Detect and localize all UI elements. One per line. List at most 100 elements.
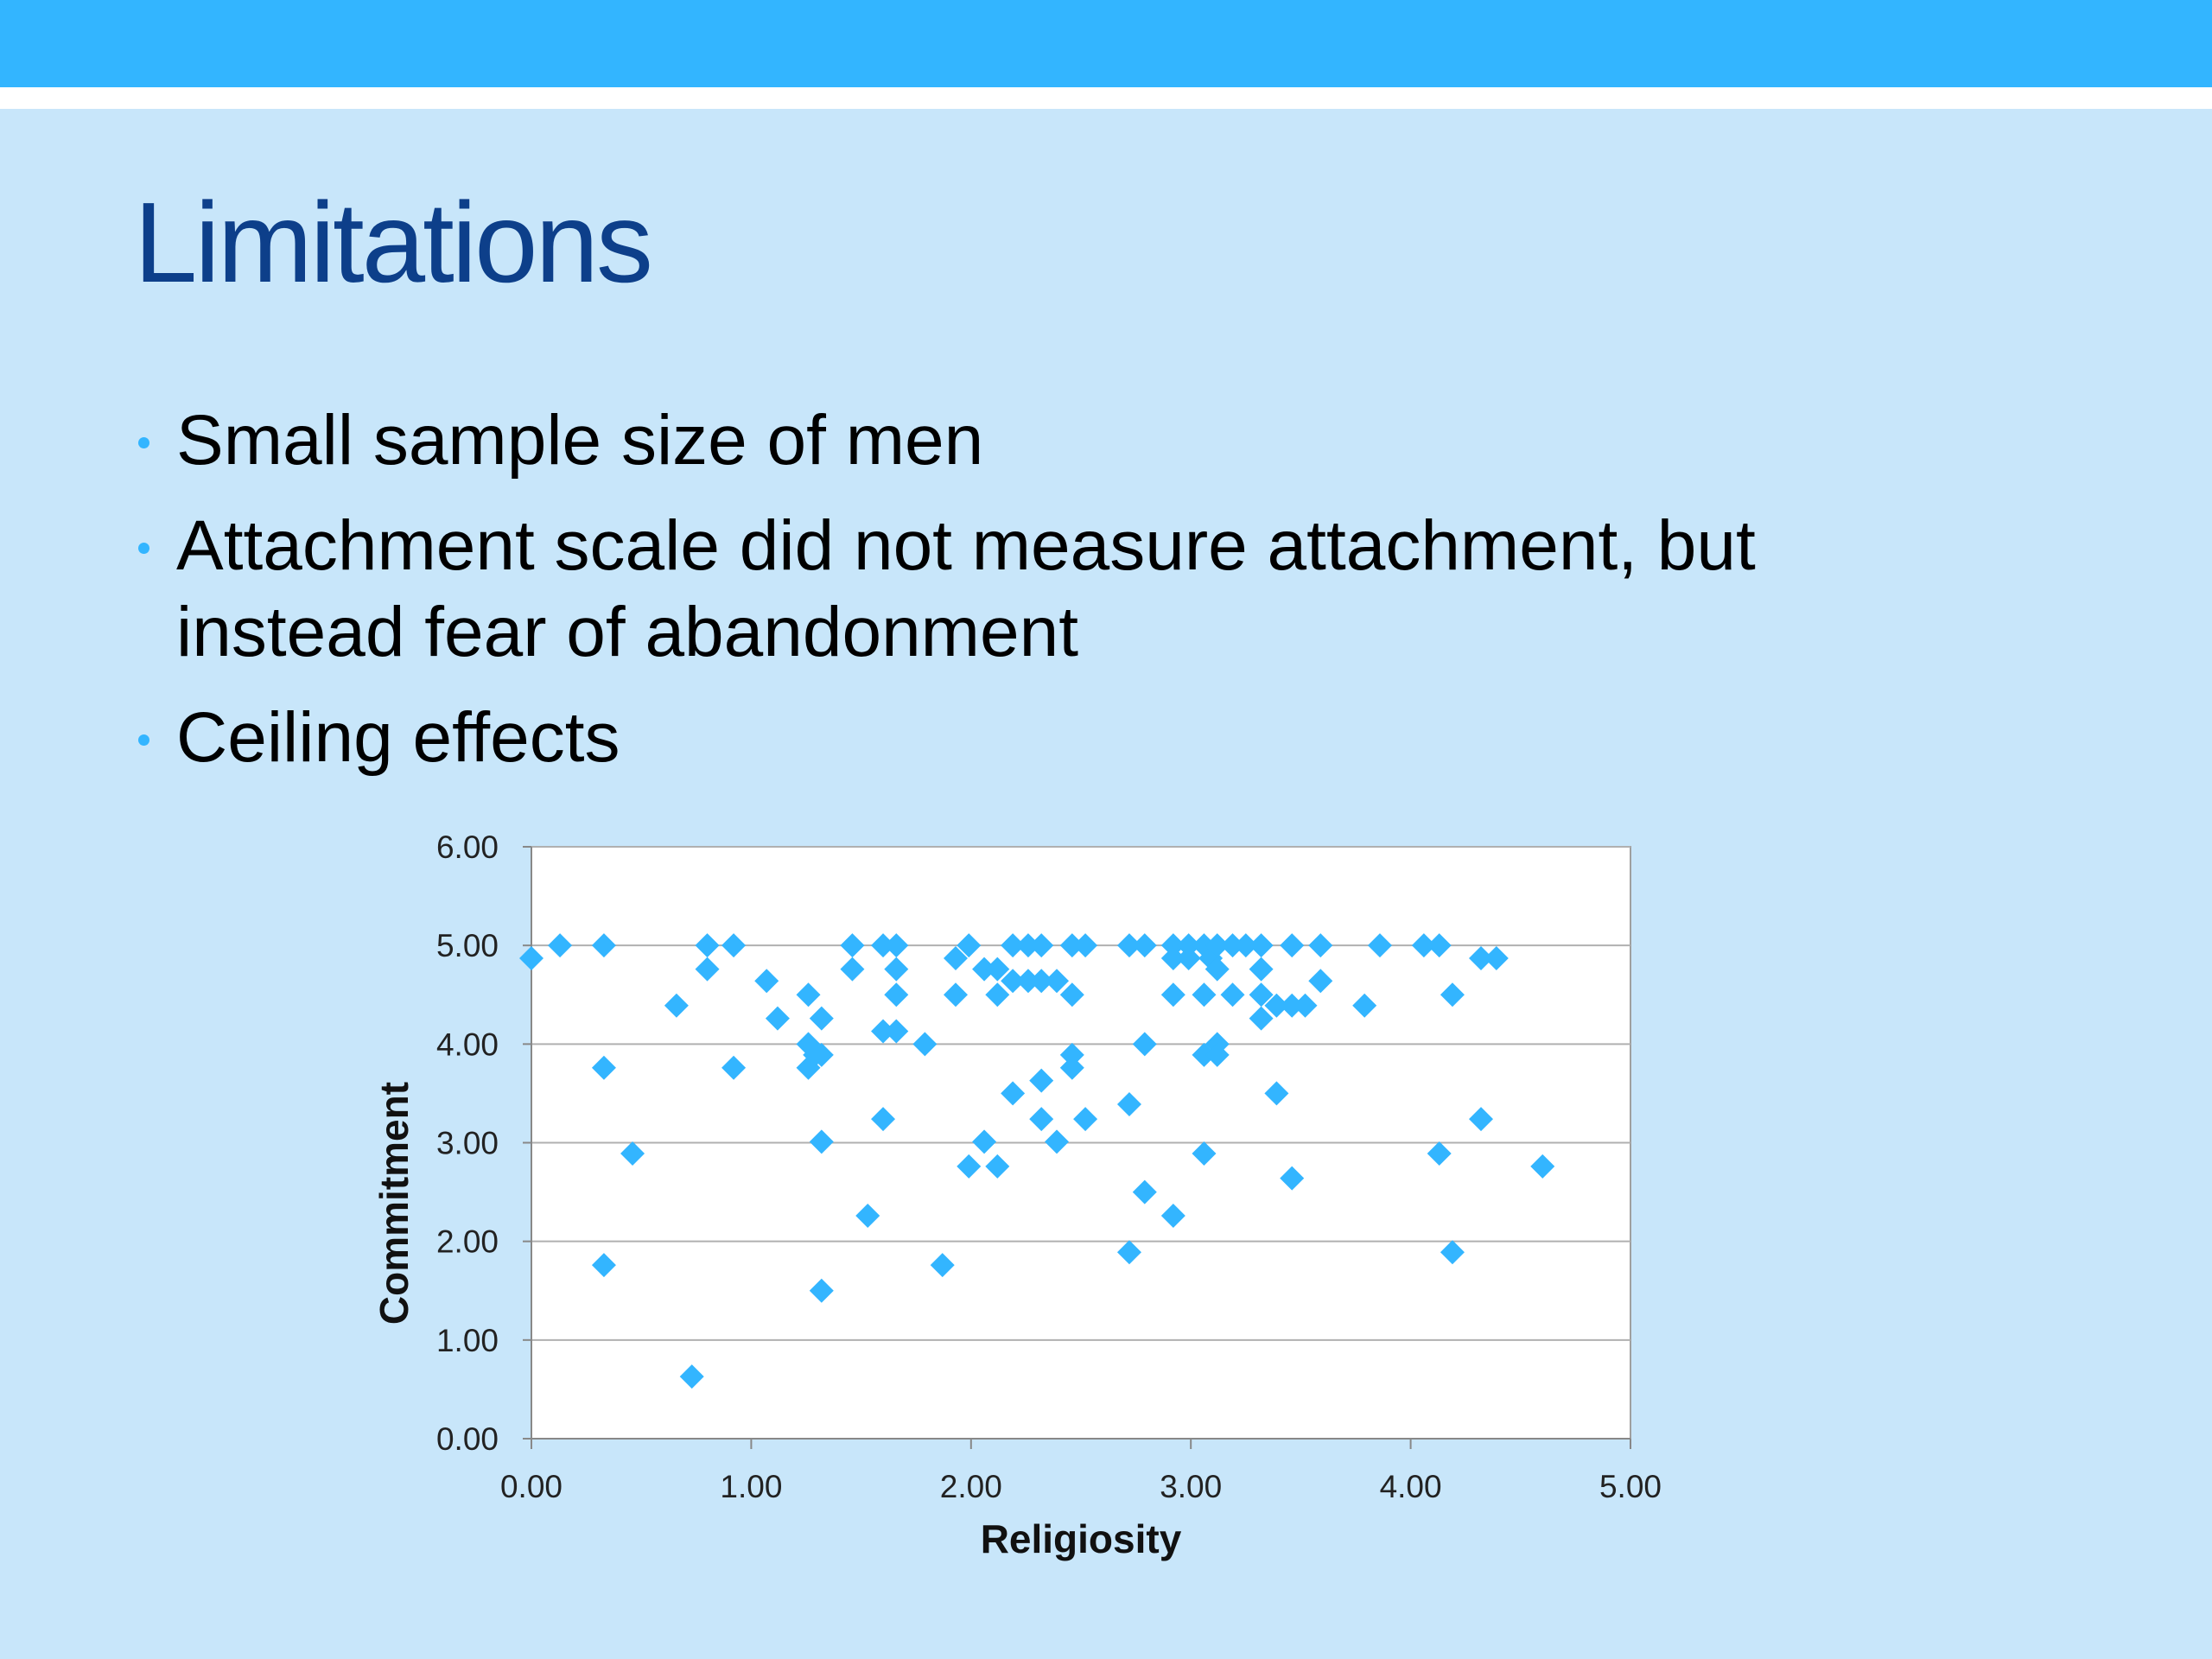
data-point bbox=[1352, 993, 1377, 1018]
data-point bbox=[679, 1364, 704, 1389]
data-point bbox=[809, 1129, 834, 1154]
x-tick-label: 3.00 bbox=[1160, 1469, 1222, 1504]
x-axis-title: Religiosity bbox=[981, 1516, 1182, 1561]
data-point bbox=[721, 1055, 747, 1080]
x-tick-label: 0.00 bbox=[500, 1469, 563, 1504]
data-point bbox=[1205, 933, 1230, 958]
data-point bbox=[1427, 933, 1452, 958]
y-tick-label: 1.00 bbox=[436, 1323, 499, 1358]
y-tick-label: 5.00 bbox=[436, 928, 499, 963]
data-point bbox=[1160, 1203, 1185, 1228]
data-point bbox=[1059, 933, 1084, 958]
data-point bbox=[1280, 1166, 1305, 1191]
data-point bbox=[809, 1006, 834, 1031]
data-point bbox=[1440, 1240, 1465, 1265]
data-point bbox=[972, 1129, 997, 1154]
data-point bbox=[1132, 1179, 1157, 1205]
data-point bbox=[1530, 1154, 1555, 1179]
data-point bbox=[1249, 957, 1274, 982]
data-point bbox=[1001, 969, 1026, 994]
data-point bbox=[884, 982, 909, 1007]
data-point bbox=[1280, 933, 1305, 958]
data-point bbox=[1308, 933, 1333, 958]
data-point bbox=[985, 982, 1010, 1007]
data-point bbox=[1116, 1091, 1141, 1116]
x-tick-label: 1.00 bbox=[720, 1469, 782, 1504]
data-point bbox=[855, 1203, 880, 1228]
data-point bbox=[871, 1019, 896, 1044]
data-point bbox=[695, 933, 720, 958]
data-point bbox=[840, 957, 865, 982]
data-point bbox=[1264, 993, 1289, 1018]
y-tick-label: 0.00 bbox=[436, 1421, 499, 1457]
data-point bbox=[591, 1253, 616, 1278]
bullet: Small sample size of men bbox=[138, 397, 1896, 484]
data-point bbox=[1205, 1042, 1230, 1067]
data-point bbox=[1029, 1068, 1054, 1093]
data-point bbox=[1220, 982, 1245, 1007]
data-point bbox=[1073, 1107, 1098, 1132]
data-point bbox=[943, 982, 968, 1007]
data-point bbox=[1192, 982, 1217, 1007]
data-point bbox=[840, 933, 865, 958]
data-point bbox=[985, 1154, 1010, 1179]
y-tick-label: 4.00 bbox=[436, 1027, 499, 1062]
data-point bbox=[1059, 982, 1084, 1007]
data-point bbox=[1308, 969, 1333, 994]
y-axis-title: Commitment bbox=[372, 1082, 416, 1325]
header-strip bbox=[0, 87, 2212, 109]
bullet-list: Small sample size of men Attachment scal… bbox=[138, 397, 1896, 800]
data-point bbox=[972, 957, 997, 982]
data-point bbox=[884, 957, 909, 982]
bullet: Attachment scale did not measure attachm… bbox=[138, 503, 1896, 676]
data-point bbox=[1029, 969, 1054, 994]
data-point bbox=[1427, 1141, 1452, 1166]
data-point bbox=[871, 933, 896, 958]
data-point bbox=[1132, 933, 1157, 958]
slide-title: Limitations bbox=[134, 179, 653, 306]
data-point bbox=[1001, 1081, 1026, 1106]
data-point bbox=[1176, 946, 1201, 971]
data-point bbox=[591, 1055, 616, 1080]
data-point bbox=[1293, 993, 1318, 1018]
data-point bbox=[765, 1006, 790, 1031]
y-tick-label: 3.00 bbox=[436, 1126, 499, 1161]
data-point bbox=[809, 1278, 834, 1303]
x-tick-label: 4.00 bbox=[1380, 1469, 1442, 1504]
data-point bbox=[1015, 969, 1040, 994]
data-point bbox=[664, 993, 689, 1018]
data-point bbox=[519, 946, 543, 971]
data-point bbox=[1059, 1042, 1084, 1067]
data-point bbox=[1029, 933, 1054, 958]
data-point bbox=[1059, 1055, 1084, 1080]
bullet: Ceiling effects bbox=[138, 695, 1896, 781]
data-point bbox=[1015, 933, 1040, 958]
data-point bbox=[1280, 993, 1305, 1018]
data-point bbox=[1029, 1107, 1054, 1132]
data-point bbox=[1205, 957, 1230, 982]
data-point bbox=[943, 946, 968, 971]
data-point bbox=[591, 933, 616, 958]
data-point bbox=[809, 1042, 834, 1067]
data-point bbox=[1045, 969, 1070, 994]
data-point bbox=[721, 933, 747, 958]
data-point bbox=[957, 933, 982, 958]
data-point bbox=[1192, 1141, 1217, 1166]
data-point bbox=[871, 1107, 896, 1132]
data-point bbox=[1440, 982, 1465, 1007]
data-point bbox=[1116, 933, 1141, 958]
header-bar bbox=[0, 0, 2212, 87]
data-point bbox=[884, 1019, 909, 1044]
data-point bbox=[1220, 933, 1245, 958]
data-point bbox=[1411, 933, 1436, 958]
data-point bbox=[985, 957, 1010, 982]
data-point bbox=[1367, 933, 1392, 958]
data-point bbox=[754, 969, 779, 994]
data-point bbox=[1233, 933, 1258, 958]
data-point bbox=[1073, 933, 1098, 958]
data-point bbox=[912, 1032, 938, 1057]
data-point bbox=[1001, 933, 1026, 958]
data-point bbox=[1249, 982, 1274, 1007]
